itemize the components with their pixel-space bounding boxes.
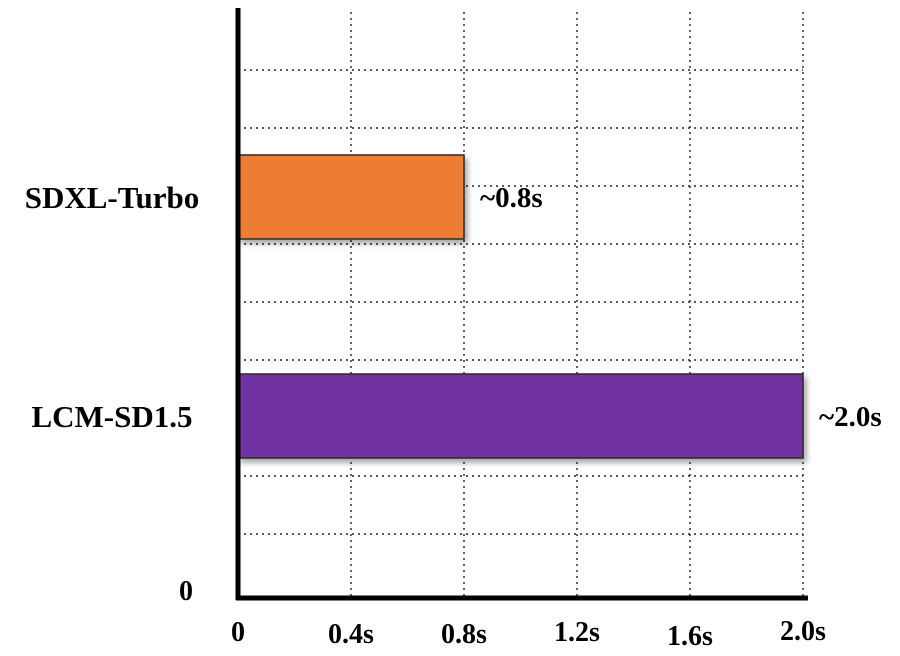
axes [235, 8, 808, 601]
x-tick-label: 2.0s [780, 616, 826, 647]
data-labels: ~0.8s ~2.0s [480, 182, 882, 433]
category-label: SDXL-Turbo [25, 180, 200, 215]
x-tick-label: 0.4s [328, 619, 374, 650]
x-tick-labels: 0 0.4s 0.8s 1.2s 1.6s 2.0s [231, 616, 826, 652]
category-labels: SDXL-Turbo LCM-SD1.5 [25, 180, 200, 434]
category-label: LCM-SD1.5 [31, 399, 192, 434]
x-tick-label: 0 [231, 617, 245, 648]
data-label: ~0.8s [480, 182, 543, 214]
data-label: ~2.0s [819, 401, 882, 433]
gridlines [238, 12, 804, 598]
bars [237, 154, 804, 459]
x-tick-label: 1.2s [554, 617, 600, 648]
x-tick-label: 0.8s [441, 619, 487, 650]
bar-lcm-sd1-5 [237, 373, 804, 459]
x-tick-label: 1.6s [667, 621, 713, 652]
y-origin-label: 0 [179, 576, 193, 607]
bar-sdxl-turbo [237, 154, 465, 240]
